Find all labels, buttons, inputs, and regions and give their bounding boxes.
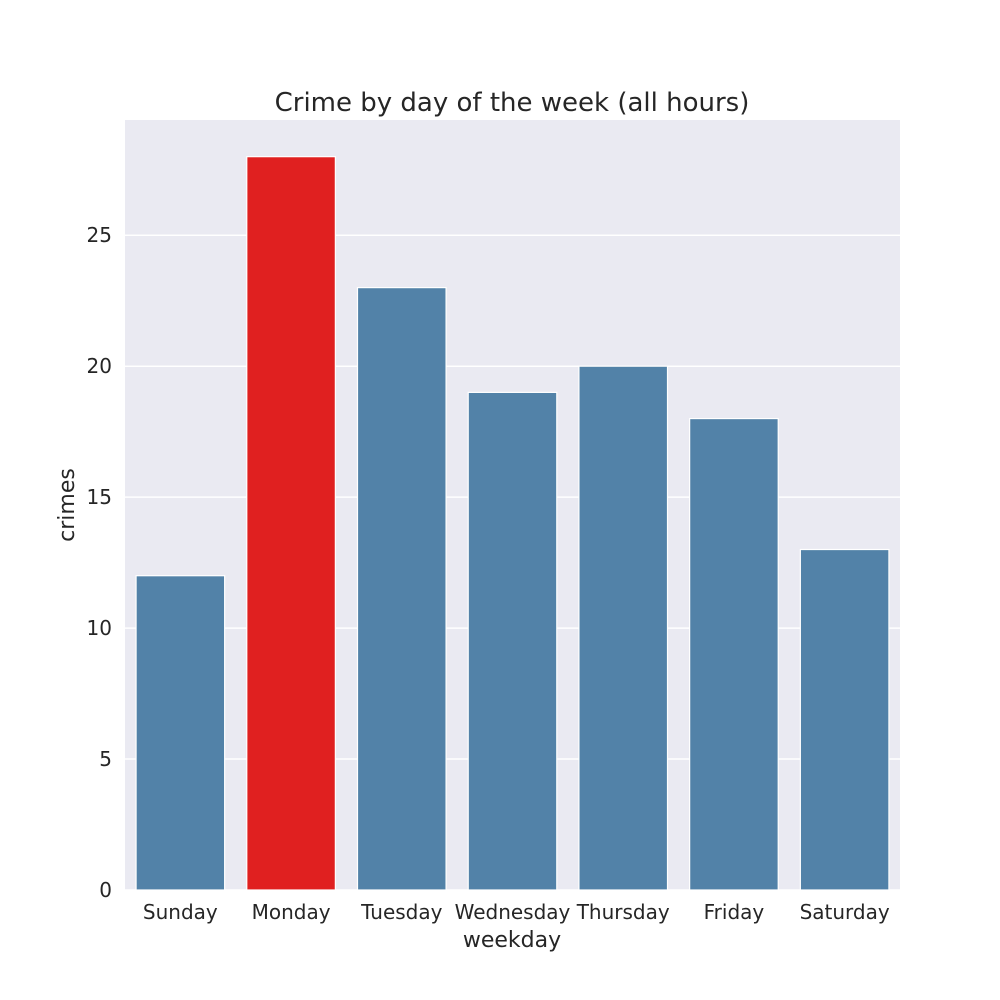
bar-monday	[246, 156, 336, 891]
bar-thursday	[578, 365, 669, 891]
chart-title: Crime by day of the week (all hours)	[275, 88, 750, 118]
y-tick-label: 10	[87, 616, 112, 640]
y-tick-label: 0	[99, 878, 112, 902]
x-tick-label-wednesday: Wednesday	[455, 900, 571, 924]
y-tick-label: 20	[87, 354, 112, 378]
x-tick-label-monday: Monday	[252, 900, 331, 924]
x-tick-label-tuesday: Tuesday	[360, 900, 443, 924]
bar-friday	[689, 417, 779, 891]
x-tick-label-saturday: Saturday	[800, 900, 890, 924]
x-tick-labels: Sunday Monday Tuesday Wednesday Thursday Frid…	[143, 900, 890, 924]
bars	[135, 156, 890, 891]
bar-tuesday	[356, 287, 447, 891]
y-axis-label: crimes	[55, 468, 80, 542]
x-axis-label: weekday	[463, 928, 561, 953]
x-tick-label-sunday: Sunday	[143, 900, 218, 924]
y-tick-label: 5	[99, 747, 112, 771]
bar-sunday	[135, 575, 226, 891]
x-tick-label-friday: Friday	[704, 900, 765, 924]
y-tick-labels: 0 5 10 15 20 25	[87, 223, 112, 902]
y-tick-label: 15	[87, 485, 112, 509]
y-tick-label: 25	[87, 223, 112, 247]
bar-saturday	[799, 548, 890, 891]
bar-wednesday	[467, 391, 558, 891]
x-tick-label-thursday: Thursday	[576, 900, 670, 924]
